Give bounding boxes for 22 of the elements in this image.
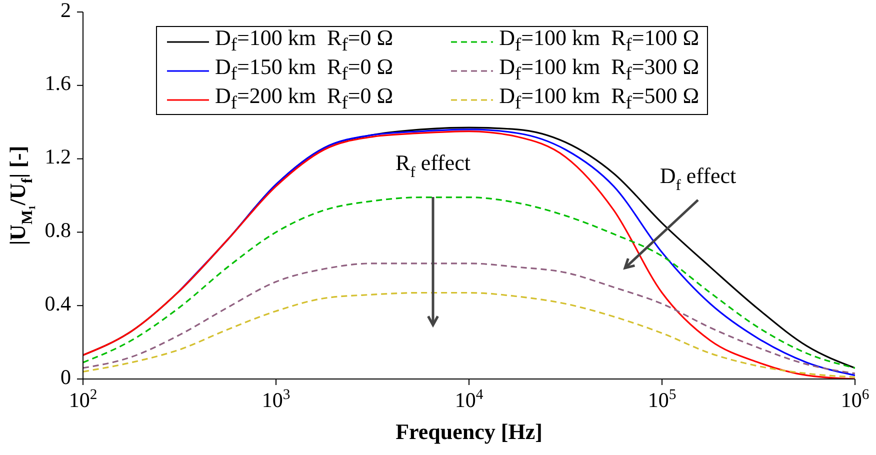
y-tick-label: 0 [60,364,71,389]
y-tick-label: 1.6 [44,71,71,96]
legend-label: D$_{f}$=200 km R$_{f}$=0 Ω [215,82,394,115]
x-tick-label: 10$^{6}$ [840,387,870,412]
line-series [83,196,855,369]
line-series [83,262,855,374]
x-tick-label: 10$^{3}$ [262,387,290,412]
x-tick-label: 10$^{4}$ [454,387,484,412]
legend-label: D$_{f}$=100 km R$_{f}$=500 Ω [499,82,700,115]
x-axis-title: Frequency [Hz] [396,419,542,444]
y-tick-label: 0.4 [44,291,72,316]
x-tick-label: 10$^{5}$ [648,387,676,412]
legend-label: D$_{f}$=150 km R$_{f}$=0 Ω [215,54,394,84]
legend-label: D$_{f}$=100 km R$_{f}$=100 Ω [499,25,700,55]
y-tick-label: 0.8 [44,218,71,242]
x-tick-label: 10$^{2}$ [68,387,98,412]
annotation: D$_{f}$ effect [660,163,736,194]
annotation: R$_{f}$ effect [396,150,470,182]
y-tick-label: 1.2 [44,144,71,169]
y-tick-label: 2 [60,0,71,22]
legend-label: D$_{f}$=100 km R$_{f}$=300 Ω [499,54,700,84]
legend-label: D$_{f}$=100 km R$_{f}$=0 Ω [215,25,394,55]
